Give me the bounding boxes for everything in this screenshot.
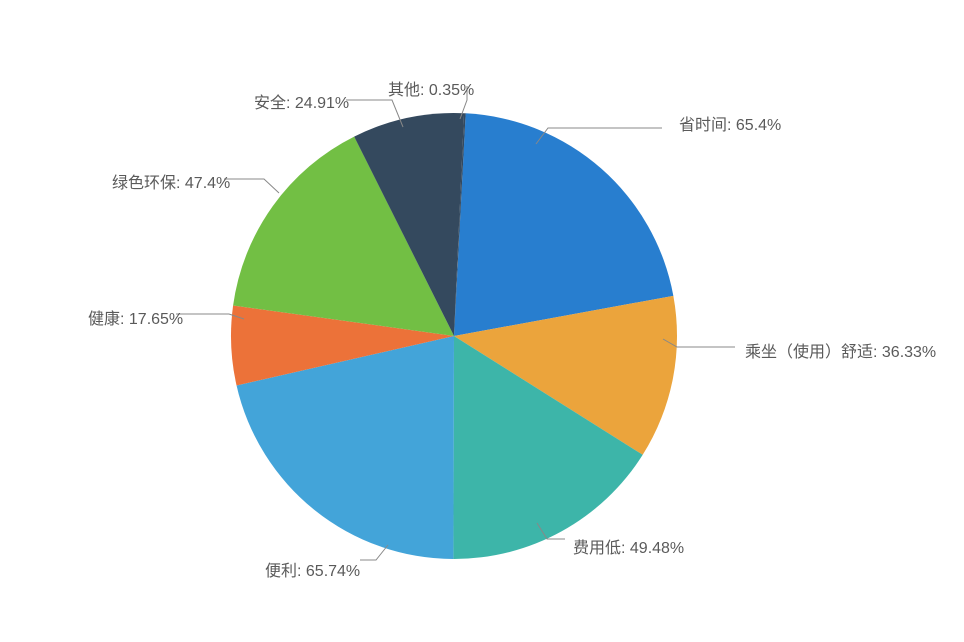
slice-label: 健康: 17.65%: [88, 305, 183, 329]
slice-label: 便利: 65.74%: [265, 557, 360, 581]
slice-label: 安全: 24.91%: [254, 89, 349, 113]
leader-line: [224, 179, 279, 193]
slice-label: 省时间: 65.4%: [679, 111, 781, 135]
slice-label: 费用低: 49.48%: [573, 534, 684, 558]
pie-chart: 省时间: 65.4% 乘坐（使用）舒适: 36.33% 费用低: 49.48% 便利:…: [0, 0, 964, 642]
slice-label: 绿色环保: 47.4%: [112, 169, 230, 193]
slice-label: 乘坐（使用）舒适: 36.33%: [745, 338, 936, 362]
slice-label: 其他: 0.35%: [388, 76, 474, 100]
